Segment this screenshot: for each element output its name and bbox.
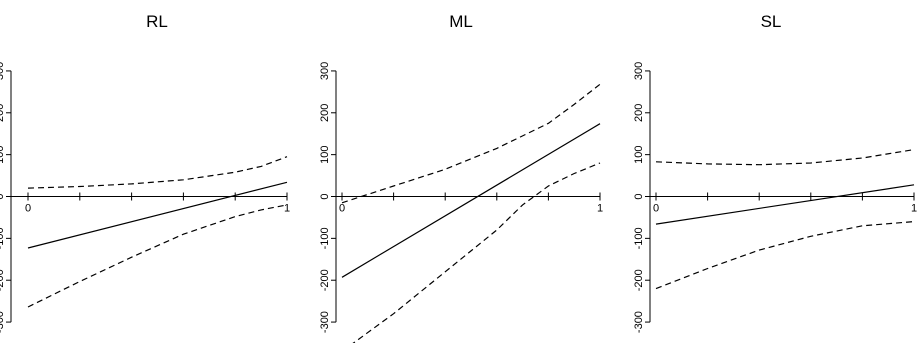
- panel-title: RL: [146, 12, 168, 31]
- y-tick-label: 200: [319, 104, 331, 122]
- x-tick-label: 0: [339, 203, 345, 215]
- estimate-line: [655, 184, 915, 225]
- panel-title: SL: [761, 12, 782, 31]
- y-tick-label: 300: [0, 62, 6, 80]
- y-tick-label: -100: [633, 227, 645, 249]
- y-tick-label: 200: [633, 104, 645, 122]
- y-tick-label: -100: [319, 227, 331, 249]
- x-tick-label: 0: [653, 203, 659, 215]
- confidence-band-line: [27, 204, 288, 308]
- estimate-line: [27, 181, 288, 249]
- y-tick-label: 100: [633, 145, 645, 163]
- panel-sl: SL -300 -200 -100 0 100 200 300 0 1: [633, 12, 917, 333]
- y-tick-label: -300: [319, 311, 331, 333]
- confidence-band-line: [352, 162, 601, 343]
- y-tick-label: -100: [0, 227, 6, 249]
- y-tick-label: -200: [319, 269, 331, 291]
- x-tick-label: 1: [597, 203, 603, 215]
- y-tick-label: -300: [633, 311, 645, 333]
- y-tick-label: -300: [0, 311, 6, 333]
- confidence-band-line: [655, 221, 915, 290]
- estimate-line: [341, 123, 601, 278]
- y-tick-label: 100: [319, 145, 331, 163]
- y-tick-label: 0: [633, 193, 645, 199]
- x-tick-label: 1: [911, 203, 917, 215]
- y-tick-label: 300: [633, 62, 645, 80]
- y-tick-label: 0: [319, 193, 331, 199]
- y-tick-label: 200: [0, 104, 6, 122]
- y-tick-label: -200: [633, 269, 645, 291]
- y-tick-label: 300: [319, 62, 331, 80]
- confidence-band-line: [27, 156, 288, 189]
- x-tick-label: 1: [284, 203, 290, 215]
- confidence-band-line: [655, 149, 915, 166]
- panel-rl: RL -300 -200 -100 0 100 200 300 0 1: [0, 12, 290, 333]
- x-tick-label: 0: [25, 203, 31, 215]
- y-tick-label: -200: [0, 269, 6, 291]
- panel-title: ML: [449, 12, 473, 31]
- panel-ml: ML -300 -200 -100 0 100 200 300 0 1: [319, 12, 603, 343]
- confidence-band-line: [341, 83, 601, 204]
- y-tick-label: 100: [0, 145, 6, 163]
- y-tick-label: 0: [0, 193, 6, 199]
